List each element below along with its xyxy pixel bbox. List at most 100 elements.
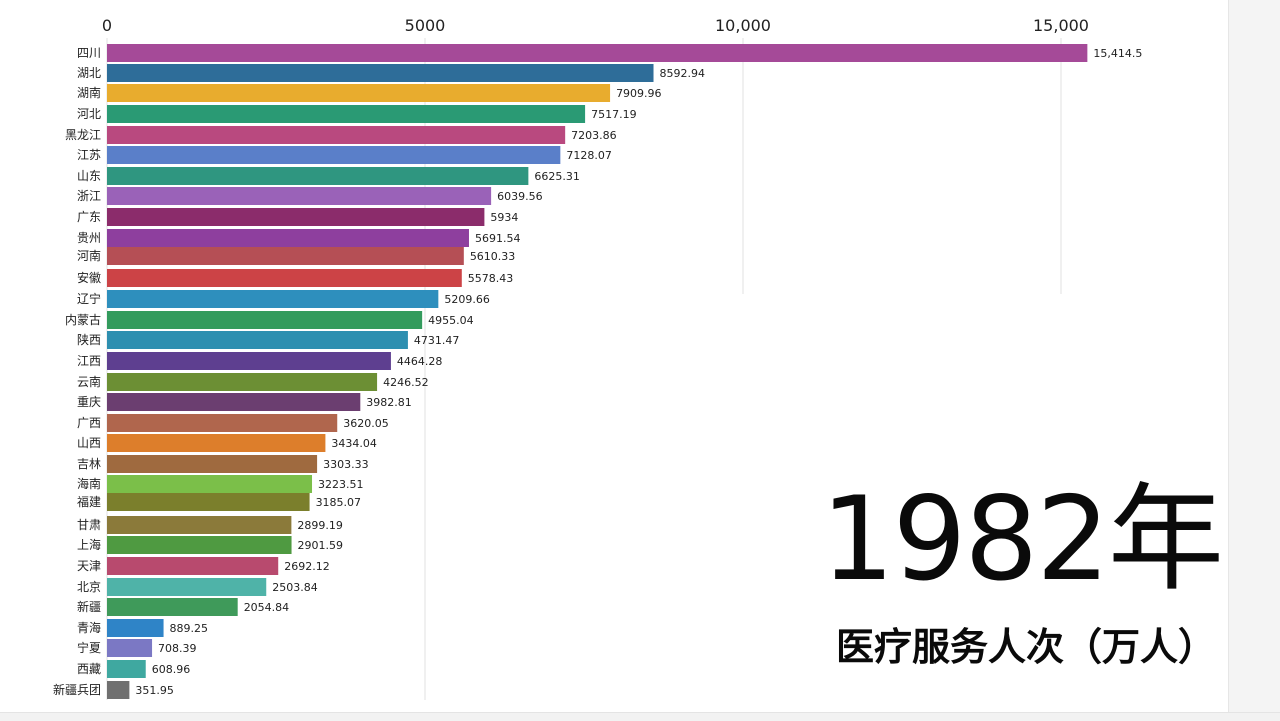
- value-label: 708.39: [158, 642, 197, 655]
- category-label: 贵州: [77, 231, 101, 245]
- value-label: 3620.05: [343, 417, 389, 430]
- value-label: 6039.56: [497, 190, 543, 203]
- value-label: 3185.07: [316, 496, 362, 509]
- value-label: 7909.96: [616, 87, 662, 100]
- category-label: 浙江: [77, 189, 101, 203]
- bar: [107, 455, 318, 473]
- bar: [107, 536, 292, 554]
- value-label: 5691.54: [475, 232, 521, 245]
- value-label: 5578.43: [468, 272, 514, 285]
- bar: [107, 331, 408, 349]
- category-label: 江西: [77, 354, 101, 368]
- category-label: 湖北: [77, 65, 101, 80]
- value-label: 15,414.5: [1093, 47, 1142, 60]
- value-label: 2901.59: [298, 539, 344, 552]
- value-label: 6625.31: [534, 170, 580, 183]
- category-label: 海南: [77, 476, 101, 491]
- value-label: 7128.07: [566, 149, 612, 162]
- value-label: 5209.66: [444, 293, 490, 306]
- bar: [107, 598, 238, 616]
- category-label: 新疆兵团: [53, 682, 101, 697]
- category-label: 上海: [77, 537, 101, 552]
- category-label: 黑龙江: [65, 128, 101, 142]
- bar: [107, 229, 469, 247]
- category-label: 山东: [77, 169, 101, 183]
- value-label: 4955.04: [428, 314, 474, 327]
- category-label: 河南: [77, 248, 101, 263]
- category-label: 内蒙古: [65, 312, 101, 327]
- value-label: 2054.84: [244, 601, 289, 614]
- bar: [107, 247, 464, 265]
- category-label: 重庆: [77, 395, 101, 409]
- year-label: 1982年: [820, 472, 1224, 607]
- value-label: 5610.33: [470, 250, 516, 263]
- category-label: 陕西: [77, 332, 101, 347]
- x-axis-ticks: 0 5000 10,000 15,000: [102, 16, 1089, 35]
- bar: [107, 146, 561, 164]
- value-label: 3303.33: [323, 458, 369, 471]
- value-label: 2899.19: [297, 519, 343, 532]
- value-label: 8592.94: [660, 67, 706, 80]
- category-label: 西藏: [77, 662, 101, 676]
- value-label: 2503.84: [272, 581, 318, 594]
- category-label: 湖南: [77, 85, 101, 100]
- bar: [107, 393, 361, 411]
- value-label: 351.95: [135, 684, 174, 697]
- value-label: 3982.81: [366, 396, 412, 409]
- category-label: 福建: [77, 494, 101, 509]
- category-label: 广西: [77, 416, 101, 430]
- bar: [107, 557, 279, 575]
- category-label: 甘肃: [77, 518, 101, 532]
- x-tick-label: 15,000: [1033, 16, 1089, 35]
- value-label: 7203.86: [571, 129, 617, 142]
- category-label: 吉林: [77, 457, 101, 471]
- value-label: 4731.47: [414, 334, 460, 347]
- category-label: 北京: [77, 580, 101, 594]
- bar: [107, 187, 492, 205]
- value-label: 608.96: [152, 663, 191, 676]
- bar: [107, 64, 654, 82]
- bottom-edge-band: [0, 712, 1280, 721]
- bar-chart: 0 5000 10,000 15,000 四川湖北湖南河北黑龙江江苏山东浙江广东贵州河…: [53, 16, 1142, 700]
- x-tick-label: 10,000: [715, 16, 771, 35]
- bar: [107, 352, 391, 370]
- x-tick-label: 5000: [405, 16, 446, 35]
- bar: [107, 126, 566, 144]
- value-label: 3434.04: [331, 437, 377, 450]
- category-label: 广东: [77, 210, 101, 224]
- metric-label: 医疗服务人次（万人）: [835, 625, 1216, 669]
- bar: [107, 681, 130, 699]
- value-label: 4464.28: [397, 355, 443, 368]
- category-label: 河北: [77, 107, 101, 121]
- right-edge-band: [1228, 0, 1280, 720]
- bar: [107, 414, 338, 432]
- bar: [107, 578, 267, 596]
- value-label: 889.25: [170, 622, 209, 635]
- bar: [107, 269, 462, 287]
- bar: [107, 84, 611, 102]
- bar: [107, 660, 146, 678]
- x-tick-label: 0: [102, 16, 112, 35]
- category-label: 云南: [77, 374, 101, 389]
- bar: [107, 44, 1088, 62]
- category-labels: 四川湖北湖南河北黑龙江江苏山东浙江广东贵州河南安徽辽宁内蒙古陕西江西云南重庆广西…: [53, 46, 101, 697]
- bar: [107, 639, 153, 657]
- bar: [107, 516, 292, 534]
- category-label: 天津: [77, 559, 101, 573]
- category-label: 宁夏: [77, 640, 101, 655]
- value-label: 4246.52: [383, 376, 429, 389]
- value-label: 7517.19: [591, 108, 637, 121]
- category-label: 山西: [77, 436, 101, 450]
- bar: [107, 475, 313, 493]
- value-label: 2692.12: [284, 560, 330, 573]
- category-label: 安徽: [77, 270, 101, 285]
- value-label: 3223.51: [318, 478, 364, 491]
- category-label: 新疆: [77, 599, 101, 614]
- category-label: 四川: [77, 46, 101, 60]
- category-label: 江苏: [77, 148, 101, 162]
- bar: [107, 208, 485, 226]
- bar: [107, 493, 310, 511]
- category-label: 辽宁: [77, 291, 101, 306]
- bar: [107, 311, 423, 329]
